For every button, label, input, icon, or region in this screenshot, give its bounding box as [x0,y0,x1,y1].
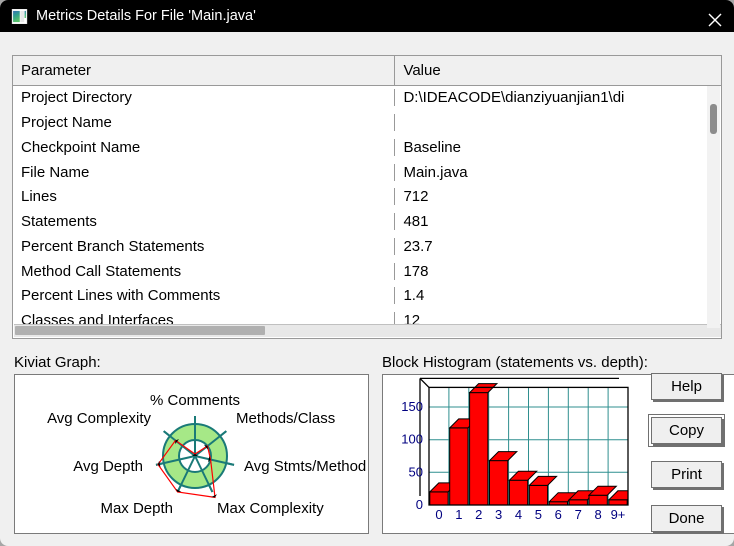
svg-text:Max Depth: Max Depth [100,500,173,517]
svg-text:Methods/Class: Methods/Class [236,410,335,427]
svg-text:5: 5 [535,507,542,522]
svg-text:% Comments: % Comments [150,392,240,409]
svg-text:Max Complexity: Max Complexity [217,500,324,517]
svg-text:8: 8 [594,507,601,522]
svg-text:0: 0 [435,507,442,522]
svg-text:3: 3 [495,507,502,522]
svg-text:4: 4 [515,507,522,522]
svg-text:Avg Depth: Avg Depth [73,458,143,475]
svg-text:Avg Stmts/Method: Avg Stmts/Method [244,458,366,475]
svg-text:7: 7 [575,507,582,522]
svg-text:2: 2 [475,507,482,522]
svg-text:Avg Complexity: Avg Complexity [47,410,151,427]
svg-text:150: 150 [401,399,423,414]
svg-text:1: 1 [455,507,462,522]
svg-text:9+: 9+ [611,507,626,522]
svg-text:6: 6 [555,507,562,522]
svg-text:50: 50 [409,464,423,479]
svg-text:0: 0 [416,497,423,512]
svg-text:100: 100 [401,432,423,447]
